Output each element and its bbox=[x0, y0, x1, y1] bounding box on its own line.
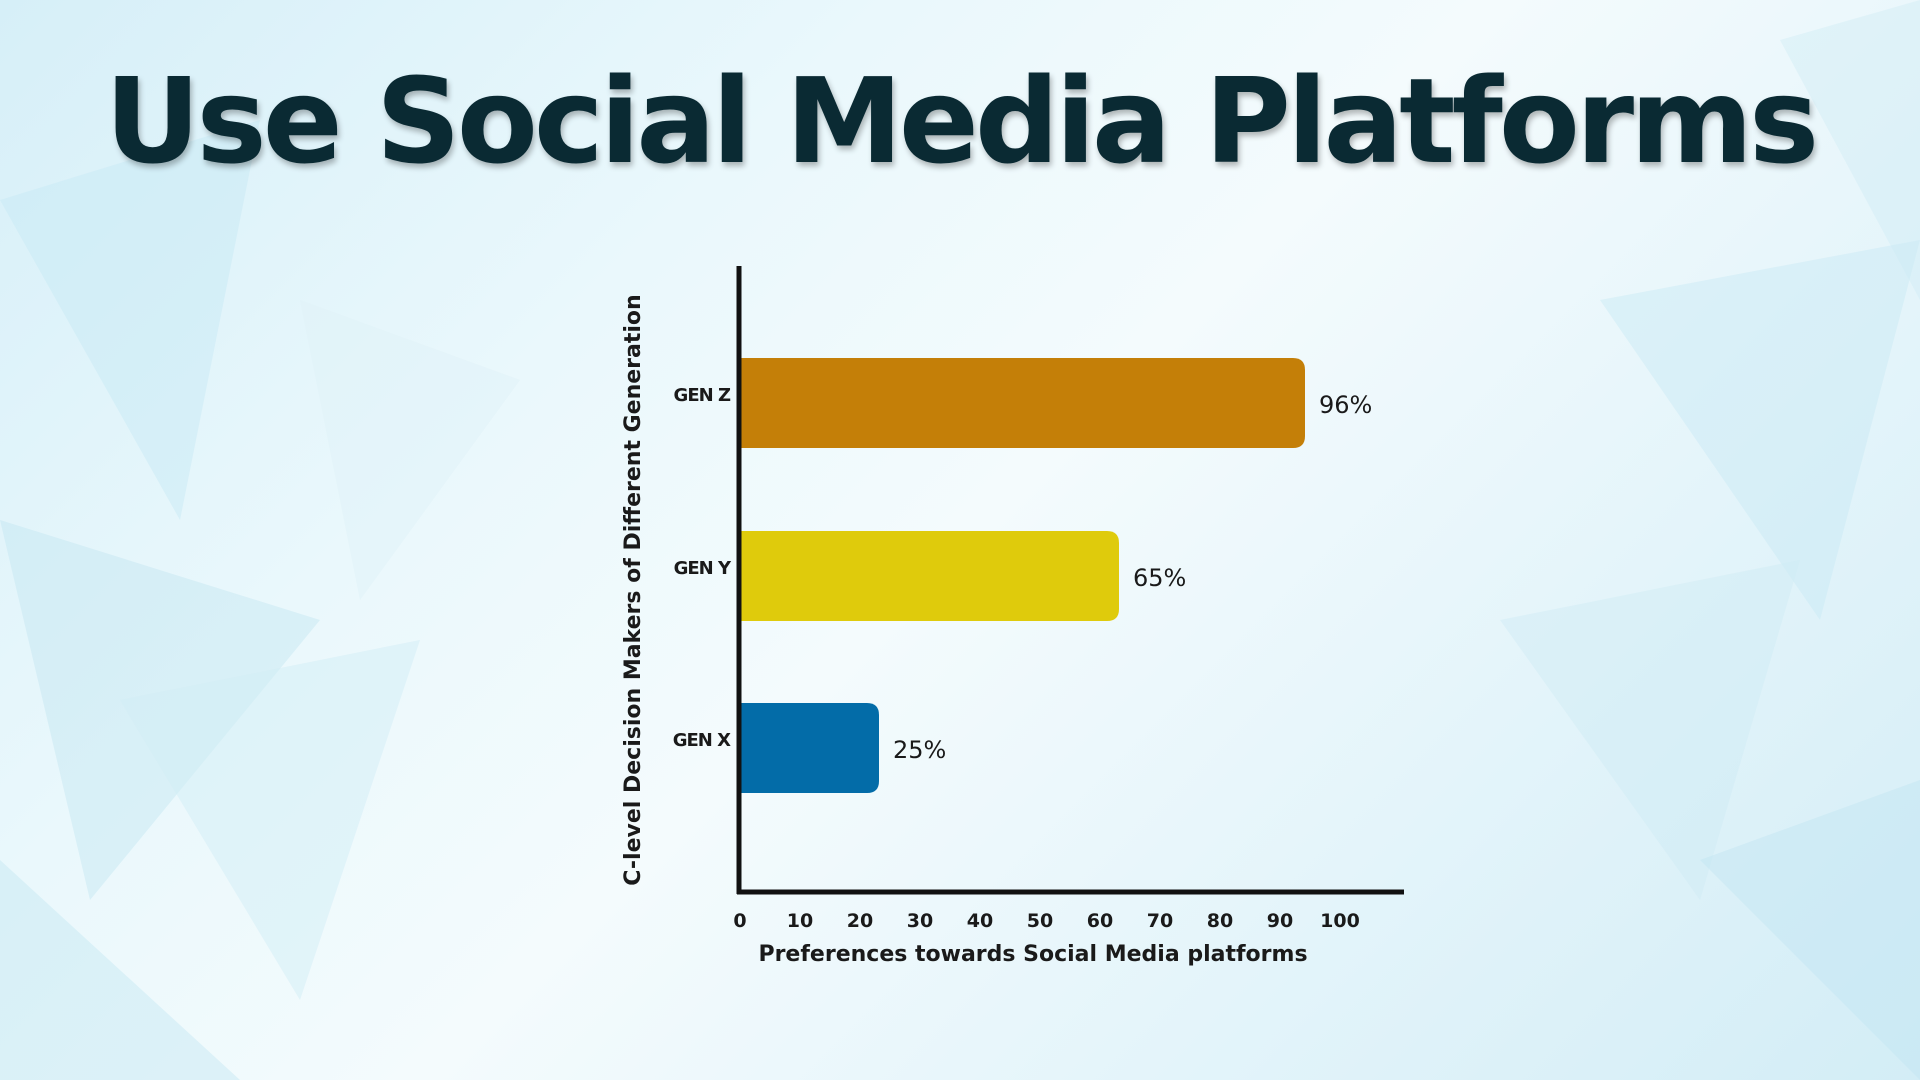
bar-gen-y bbox=[741, 531, 1119, 621]
x-tick-label: 40 bbox=[967, 910, 993, 932]
x-tick-label: 10 bbox=[787, 910, 813, 932]
x-tick-label: 90 bbox=[1267, 910, 1293, 932]
page-title: Use Social Media Platforms bbox=[104, 52, 1820, 190]
x-tick-label: 50 bbox=[1027, 910, 1053, 932]
category-label: GEN Y bbox=[674, 558, 732, 579]
bar-gen-x bbox=[741, 703, 879, 793]
x-tick-label: 100 bbox=[1320, 910, 1360, 932]
x-tick-label: 30 bbox=[907, 910, 933, 932]
data-label: 25% bbox=[893, 736, 946, 764]
x-axis-title: Preferences towards Social Media platfor… bbox=[758, 942, 1307, 967]
x-tick-label: 20 bbox=[847, 910, 873, 932]
bars bbox=[741, 358, 1305, 793]
category-label: GEN X bbox=[673, 730, 731, 751]
category-label: GEN Z bbox=[674, 385, 731, 406]
data-labels: 96% 65% 25% bbox=[893, 391, 1372, 764]
data-label: 96% bbox=[1319, 391, 1372, 419]
y-axis-title: C-level Decision Makers of Different Gen… bbox=[621, 294, 646, 885]
x-axis-ticks: 0 10 20 30 40 50 60 70 80 90 100 bbox=[733, 910, 1359, 932]
x-tick-label: 0 bbox=[733, 910, 746, 932]
x-tick-label: 70 bbox=[1147, 910, 1173, 932]
bar-gen-z bbox=[741, 358, 1305, 448]
category-labels: GEN Z GEN Y GEN X bbox=[673, 385, 733, 751]
x-tick-label: 60 bbox=[1087, 910, 1113, 932]
data-label: 65% bbox=[1133, 564, 1186, 592]
x-tick-label: 80 bbox=[1207, 910, 1233, 932]
